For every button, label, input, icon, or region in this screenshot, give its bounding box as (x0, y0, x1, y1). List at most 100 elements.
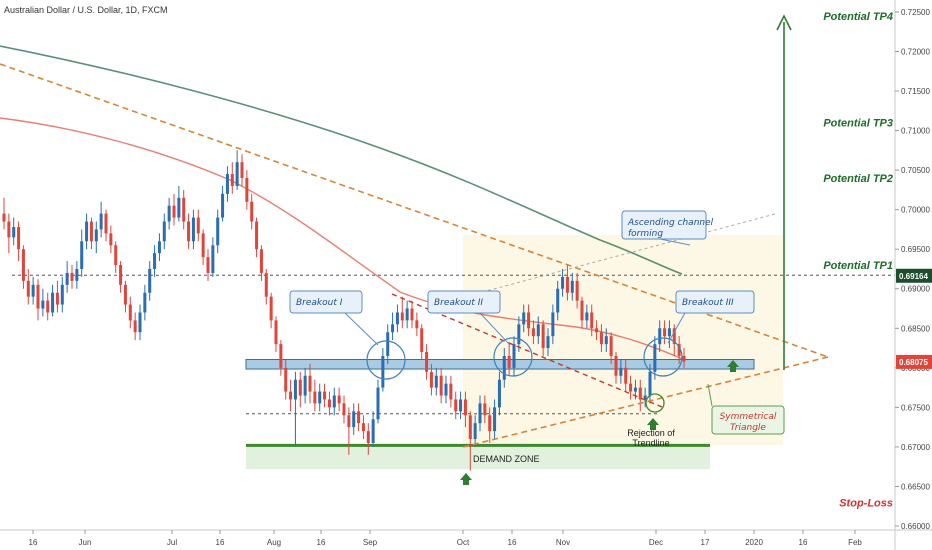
candle-body (148, 268, 152, 293)
candle-body (546, 336, 550, 349)
candle-body (672, 328, 676, 345)
channel-callout-box (621, 210, 707, 240)
candle-body (395, 312, 399, 325)
candle-body (478, 403, 482, 424)
candle-body (182, 197, 186, 222)
candle-body (46, 300, 50, 313)
candle-body (240, 162, 244, 179)
triangle-callout-box (711, 405, 785, 435)
candle-body (585, 312, 589, 321)
candle-body (507, 355, 511, 368)
candle-body (595, 328, 599, 333)
candle-body (497, 379, 501, 408)
candle-body (449, 383, 453, 400)
breakout-circle-2 (493, 337, 533, 377)
background-layer (12, 235, 895, 470)
time-tick-label: 16 (799, 538, 808, 547)
triangle-callout-text: Triangle (730, 423, 766, 433)
candle-body (512, 344, 516, 368)
price-tick-label: 0.67500 (901, 403, 930, 412)
stop-loss-label: Stop-Loss (839, 497, 893, 509)
breakout2-callout-text: Breakout II (434, 298, 483, 308)
time-tick-label: Jun (79, 538, 92, 547)
candle-body (162, 221, 166, 242)
candle-body (235, 162, 239, 186)
candle-body (682, 355, 686, 362)
candle-body (99, 213, 103, 230)
candle-body (371, 419, 375, 443)
price-tick-label: 0.70500 (901, 166, 930, 175)
candle-body (104, 213, 108, 234)
candle-body (629, 383, 633, 392)
price-badge-1 (896, 268, 932, 283)
breakout2-callout: Breakout II (427, 290, 511, 346)
candle-body (439, 375, 443, 396)
candle-body (463, 399, 467, 416)
candle-body (420, 328, 424, 353)
candle-body (667, 328, 671, 337)
price-tick-label: 0.69500 (901, 245, 930, 254)
breakout-circle-1 (366, 340, 406, 380)
breakout1-callout-text: Breakout I (296, 298, 343, 308)
candle-body (313, 391, 317, 404)
green-arrow-right (727, 360, 739, 372)
price-badge-2 (896, 354, 932, 369)
time-tick-label: 16 (317, 538, 326, 547)
rejection-circle (645, 393, 665, 413)
candle-body (221, 193, 225, 218)
triangle-lower-trendline (462, 356, 829, 448)
candle-body (434, 375, 438, 388)
time-tick-label: Feb (848, 538, 862, 547)
candle-body (493, 407, 497, 432)
candle-body (201, 233, 205, 258)
price-tick-label: 0.72000 (901, 47, 930, 56)
candle-body (114, 245, 118, 266)
target-label-3: Potential TP2 (823, 173, 893, 185)
candle-body (89, 221, 93, 242)
candle-body (138, 312, 142, 333)
candle-body (410, 308, 414, 321)
target-label-2: Potential TP3 (823, 118, 893, 130)
target-label-1: Potential TP4 (823, 11, 893, 23)
candle-body (391, 324, 395, 333)
price-tick-label: 0.71500 (901, 87, 930, 96)
candle-body (128, 304, 132, 321)
candle-body (323, 391, 327, 400)
candle-body (536, 324, 540, 337)
candle-body (177, 197, 181, 218)
breakout3-callout: Breakout III (667, 290, 755, 344)
candle-body (80, 241, 84, 269)
candle-body (327, 399, 331, 408)
candle-body (624, 367, 628, 384)
candle-body (17, 227, 21, 250)
candle-body (12, 227, 16, 238)
candle-body (157, 241, 161, 254)
candle-body (429, 371, 433, 388)
candle-body (658, 328, 662, 345)
breakout1-callout: Breakout I (289, 290, 379, 346)
time-tick-label: Sep (363, 538, 378, 547)
candle-body (60, 284, 64, 305)
breakout3-callout-box (675, 290, 755, 314)
candle-body (459, 399, 463, 412)
candle-body (196, 217, 200, 234)
candle-body (638, 387, 642, 400)
candle-body (502, 355, 506, 380)
candle-body (245, 178, 249, 202)
candle-body (289, 391, 293, 400)
candle-body (70, 272, 74, 281)
candle-body (216, 217, 220, 246)
candle-body (580, 300, 584, 321)
candle-body (483, 403, 487, 416)
candle-body (590, 312, 594, 329)
candle-body (255, 221, 259, 250)
breakout1-callout-box (289, 290, 363, 314)
candle-body (191, 217, 195, 242)
breakout3-callout-text: Breakout III (682, 298, 734, 308)
candle-body (225, 174, 229, 194)
candle-body (332, 395, 336, 408)
candle-body (36, 284, 40, 309)
candle-body (609, 336, 613, 356)
